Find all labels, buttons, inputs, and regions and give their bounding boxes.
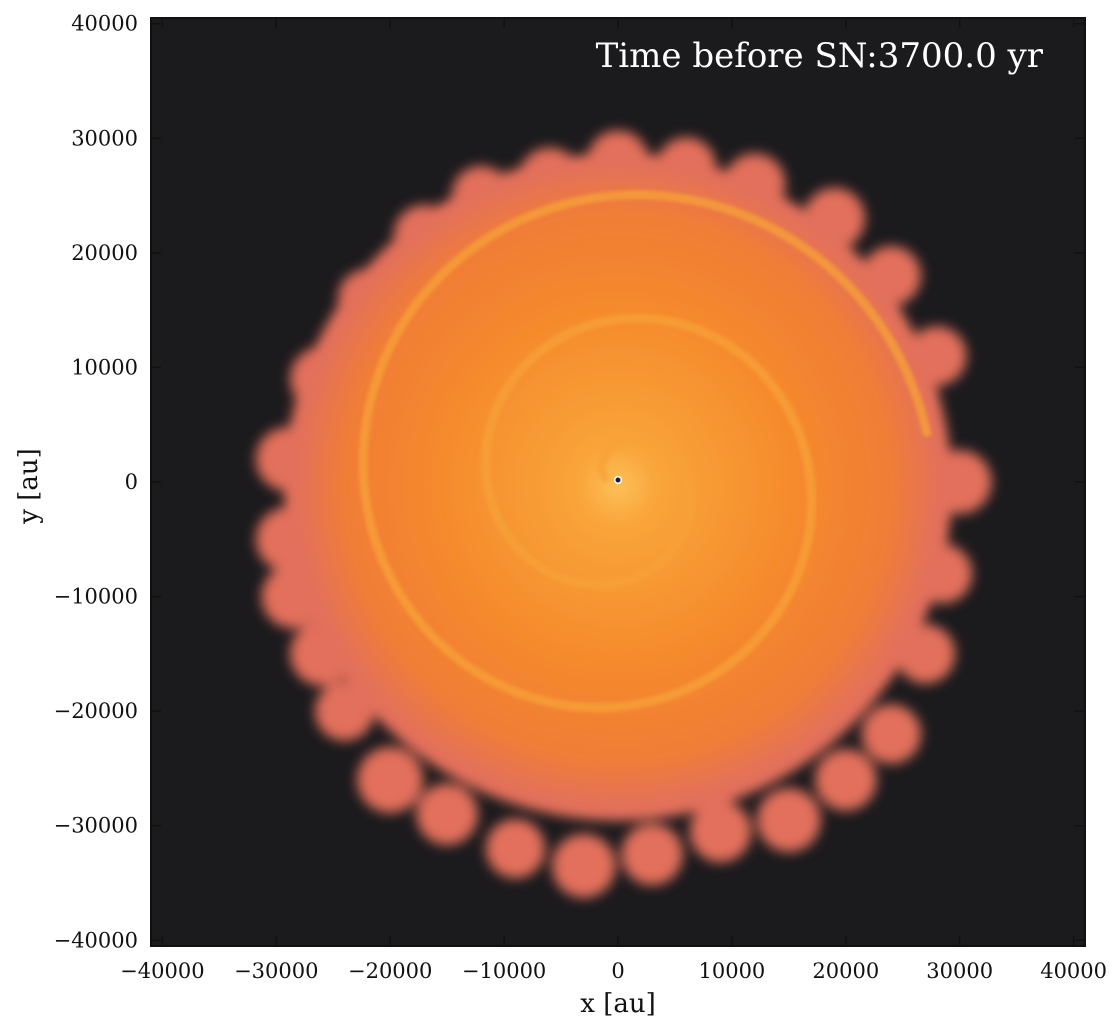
spiral-arm (358, 190, 932, 713)
x-tick-label: 40000 (1040, 959, 1107, 983)
y-tick-label: 30000 (71, 126, 138, 150)
x-tick-label: −10000 (462, 959, 546, 983)
x-axis-label: x [au] (580, 989, 655, 1019)
y-tick-label: 0 (125, 470, 138, 494)
x-tick-label: −20000 (348, 959, 432, 983)
x-tick-labels: −40000 −30000 −20000 −10000 0 10000 20000 30000… (120, 959, 1107, 983)
x-tick-label: 10000 (698, 959, 765, 983)
y-tick-label: 40000 (71, 12, 138, 36)
y-tick-label: 20000 (71, 241, 138, 265)
central-star (615, 477, 621, 483)
y-tick-label: −10000 (54, 585, 138, 609)
y-tick-labels: 40000 30000 20000 10000 0 −10000 −20000 −30000 −… (54, 12, 138, 953)
envelope-body (296, 164, 940, 808)
y-tick-label: 10000 (71, 355, 138, 379)
y-axis-label: y [au] (14, 448, 44, 525)
x-tick-label: −30000 (234, 959, 318, 983)
y-tick-label: −20000 (54, 699, 138, 723)
time-annotation: Time before SN:3700.0 yr (596, 36, 1044, 76)
y-tick-label: −40000 (54, 928, 138, 952)
x-tick-label: −40000 (120, 959, 204, 983)
axis-ticks (151, 18, 1085, 946)
x-tick-label: 30000 (926, 959, 993, 983)
y-tick-label: −30000 (54, 814, 138, 838)
x-tick-label: 0 (611, 959, 624, 983)
x-tick-label: 20000 (812, 959, 879, 983)
